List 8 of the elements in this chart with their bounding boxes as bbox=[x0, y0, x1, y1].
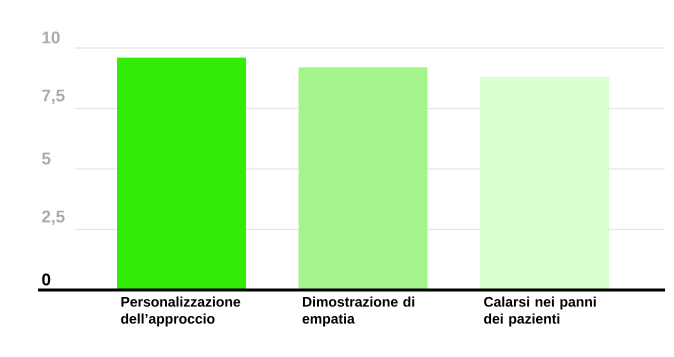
x-tick-label: Dimostrazione di empatia bbox=[302, 296, 414, 326]
y-tick-label: 10 bbox=[42, 31, 60, 44]
x-tick-label: Personalizzazione dell’approccio bbox=[121, 296, 240, 326]
y-tick-label: 7,5 bbox=[42, 90, 65, 104]
x-tick-label: Calarsi nei panni dei pazienti bbox=[484, 296, 596, 326]
y-tick-label: 0 bbox=[42, 273, 50, 286]
y-tick-label: 2,5 bbox=[42, 210, 65, 225]
y-tick-label: 5 bbox=[42, 152, 50, 164]
